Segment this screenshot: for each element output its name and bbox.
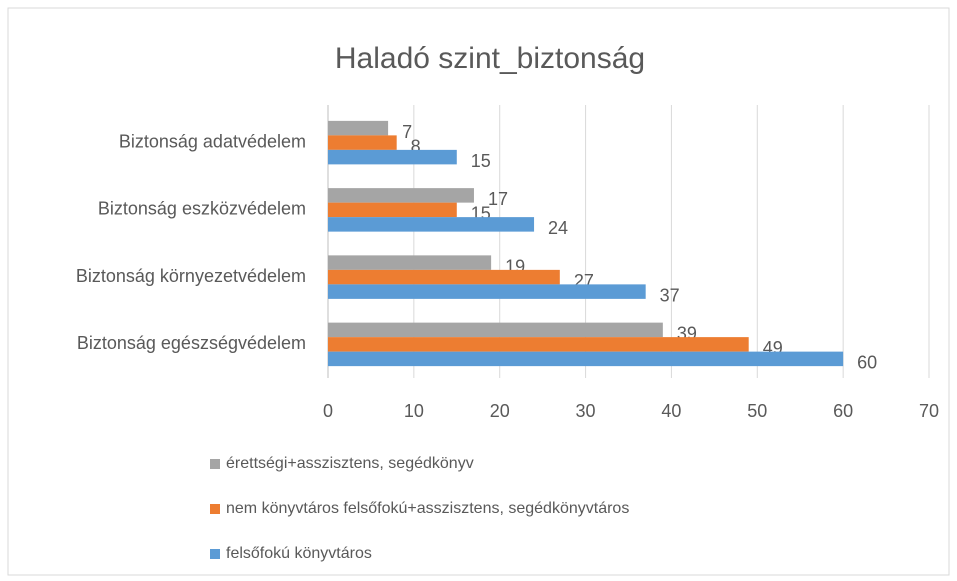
- x-tick-label: 0: [323, 401, 333, 421]
- data-label: 37: [660, 285, 680, 305]
- y-tick-label: Biztonság egészségvédelem: [77, 333, 306, 353]
- data-label: 17: [488, 189, 508, 209]
- chart-title: Haladó szint_biztonság: [335, 42, 645, 75]
- y-tick-label: Biztonság környezetvédelem: [76, 266, 306, 286]
- bar: [328, 120, 389, 136]
- bar: [328, 351, 844, 367]
- bar: [328, 284, 646, 299]
- bar: [328, 269, 560, 285]
- data-label: 60: [857, 353, 877, 373]
- data-label: 15: [471, 151, 491, 171]
- x-tick-label: 20: [490, 401, 510, 421]
- bar: [328, 217, 535, 232]
- x-tick-label: 50: [747, 401, 767, 421]
- legend-label: érettségi+asszisztens, segédkönyv: [226, 455, 474, 472]
- legend-swatch: [210, 549, 220, 559]
- bar: [328, 337, 749, 352]
- legend-swatch: [210, 459, 220, 469]
- x-tick-label: 60: [833, 401, 853, 421]
- x-tick-label: 30: [576, 401, 596, 421]
- x-tick-label: 70: [919, 401, 939, 421]
- data-label: 7: [402, 122, 412, 142]
- x-tick-label: 10: [404, 401, 424, 421]
- bar: [328, 135, 397, 150]
- bar: [328, 255, 492, 270]
- y-tick-label: Biztonság adatvédelem: [119, 131, 306, 151]
- x-tick-label: 40: [661, 401, 681, 421]
- bar: [328, 149, 457, 165]
- legend-label: nem könyvtáros felsőfokú+asszisztens, se…: [226, 500, 629, 517]
- bar: [328, 188, 474, 203]
- legend-label: felsőfokú könyvtáros: [226, 545, 372, 562]
- data-label: 8: [411, 136, 421, 156]
- bar: [328, 322, 663, 338]
- data-label: 24: [548, 218, 568, 238]
- bar: [328, 202, 457, 218]
- legend-swatch: [210, 504, 220, 514]
- y-tick-label: Biztonság eszközvédelem: [98, 199, 306, 219]
